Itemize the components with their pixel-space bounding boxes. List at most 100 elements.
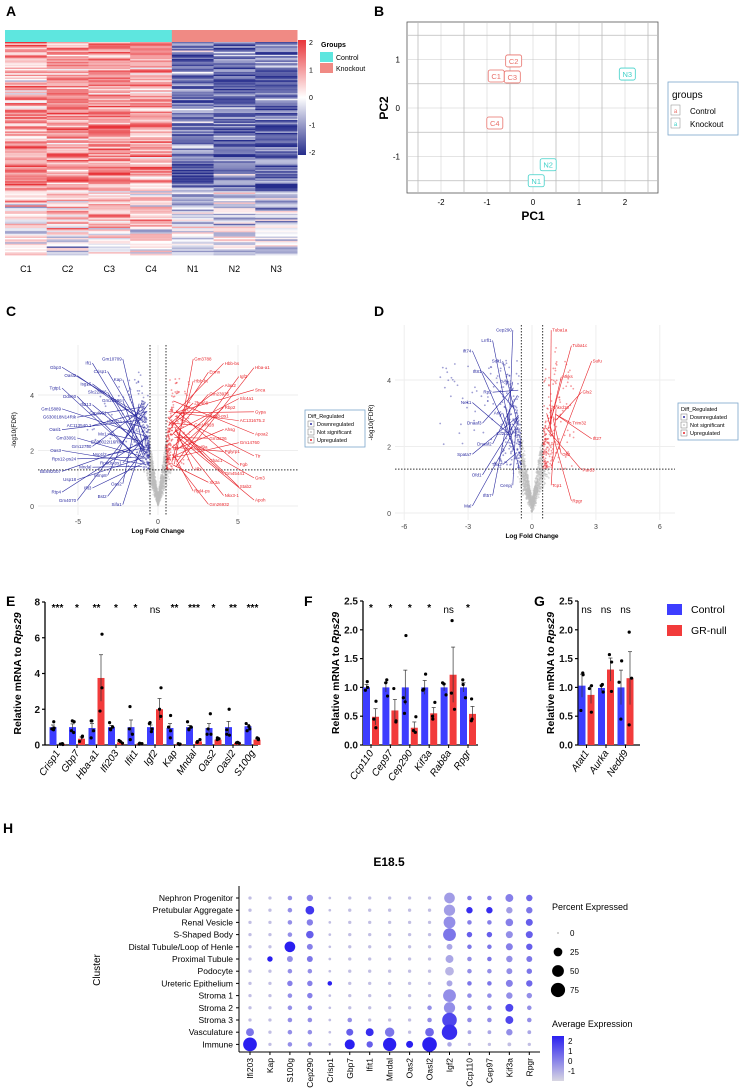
gene-point: [166, 455, 169, 457]
legend-label: Not significant: [317, 430, 352, 436]
gene-point: [141, 459, 144, 462]
replicate-point: [227, 707, 231, 711]
heatmap-cell: [171, 240, 215, 243]
gene-point: [548, 404, 551, 407]
heatmap-cell: [213, 53, 256, 56]
gene-point: [154, 479, 157, 482]
heatmap-cell: [130, 157, 173, 159]
gene-point: [537, 496, 540, 499]
gene-label: Gm15889: [41, 406, 61, 411]
heatmap-cell: [46, 104, 89, 107]
heatmap-cell: [5, 161, 48, 164]
heatmap-cell: [46, 164, 89, 166]
gene-point: [515, 406, 518, 409]
gene-point: [147, 461, 150, 463]
gene-point: [151, 459, 153, 461]
heatmap-cell: [213, 247, 256, 250]
heatmap-cell: [88, 88, 131, 91]
gene-point: [486, 400, 489, 402]
heatmap-cell: [5, 145, 48, 148]
heatmap-cell: [171, 176, 215, 179]
gene-label: Tuba1c: [572, 343, 588, 348]
legend-key-glyph: a: [674, 109, 678, 115]
heatmap-cell: [255, 242, 298, 245]
gene-point: [166, 472, 169, 475]
gene-point: [166, 446, 169, 449]
gene-point: [117, 394, 120, 397]
label-leader-line: [549, 376, 562, 425]
gene-point: [572, 431, 575, 433]
heatmap-cell: [130, 105, 173, 108]
heatmap-cell: [171, 81, 215, 84]
heatmap-cell: [5, 212, 48, 215]
gene-point: [143, 417, 146, 420]
gene-point: [151, 462, 154, 465]
gene-point: [166, 456, 169, 459]
heatmap-cell: [255, 71, 298, 74]
heatmap-cell: [130, 162, 173, 165]
heatmap-cell: [171, 54, 215, 57]
heatmap-cell: [255, 50, 298, 53]
heatmap-cell: [5, 91, 48, 94]
heatmap-cell: [130, 235, 173, 237]
heatmap-cell: [130, 87, 173, 90]
heatmap-cell: [171, 213, 215, 216]
gene-point: [529, 502, 532, 504]
heatmap-cell: [130, 132, 173, 135]
gene-label: Rtp4: [51, 490, 61, 495]
gene-point: [549, 446, 552, 449]
heatmap-cell: [213, 86, 256, 88]
gene-point: [548, 443, 550, 446]
heatmap-cell: [213, 111, 256, 114]
heatmap-cell: [255, 209, 298, 212]
heatmap-cell: [171, 201, 215, 203]
heatmap-cell: [46, 43, 89, 46]
gene-point: [171, 462, 174, 465]
gene-point: [170, 419, 173, 421]
gene-point: [148, 445, 151, 448]
label-leader-line: [174, 426, 194, 470]
replicate-point: [108, 728, 113, 732]
heatmap-column-label: N2: [229, 264, 241, 274]
gene-point: [516, 449, 519, 451]
heatmap-cell: [255, 90, 298, 93]
heatmap-cell: [171, 134, 215, 137]
gene-point: [524, 492, 526, 495]
gene-point: [146, 446, 148, 449]
gene-point: [166, 444, 169, 446]
heatmap-cell: [213, 223, 256, 226]
heatmap-cell: [88, 63, 131, 66]
heatmap-cell: [213, 236, 256, 239]
gene-point: [543, 438, 546, 441]
gene-point: [171, 409, 173, 412]
gene-point: [146, 442, 149, 445]
expression-dot: [306, 894, 314, 902]
gene-point: [169, 433, 172, 435]
heatmap-cell: [88, 47, 131, 50]
gene-point: [166, 434, 169, 437]
heatmap-cell: [88, 202, 131, 205]
gene-point: [531, 501, 533, 504]
heatmap-cell: [213, 149, 256, 152]
gene-point: [499, 369, 502, 372]
gene-point: [546, 441, 549, 443]
gene-label: Cc2d2a: [496, 431, 512, 436]
gene-point: [164, 447, 166, 449]
heatmap-cell: [88, 159, 131, 162]
heatmap-cell: [46, 247, 89, 250]
replicate-point: [100, 686, 104, 690]
heatmap-cell: [213, 61, 256, 64]
heatmap-cell: [5, 71, 48, 74]
heatmap-cell: [88, 137, 131, 139]
gene-point: [554, 351, 557, 353]
expression-dot: [467, 895, 472, 901]
gene-point: [523, 482, 525, 485]
gene-point: [517, 422, 520, 425]
gene-point: [544, 473, 546, 475]
gene-point: [515, 430, 518, 433]
heatmap-cell: [213, 171, 256, 174]
heatmap-cell: [130, 148, 173, 151]
heatmap-cell: [46, 84, 89, 87]
heatmap-cell: [88, 50, 131, 53]
